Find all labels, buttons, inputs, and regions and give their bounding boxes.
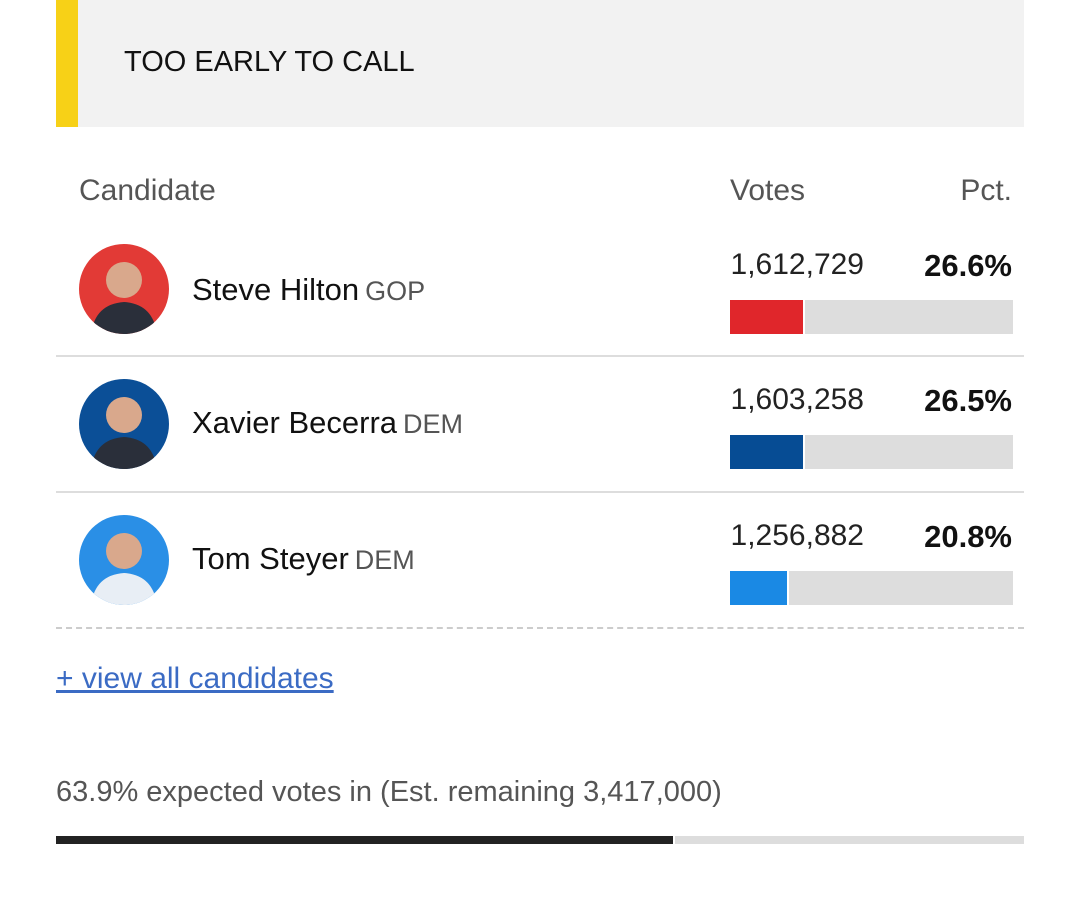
expected-votes: 63.9% expected votes in (Est. remaining … bbox=[56, 776, 722, 809]
column-header: Votes bbox=[730, 174, 806, 207]
expected-progress bbox=[56, 836, 1024, 844]
pct-bar-track bbox=[730, 571, 1013, 605]
votes: 1,612,729 bbox=[730, 248, 864, 281]
candidate-row: Xavier Becerra DEM 1,603,258 26.5% bbox=[56, 357, 1024, 493]
pct: 26.5% bbox=[924, 383, 1012, 418]
expected-pct: 63.9% bbox=[56, 776, 139, 808]
photo-silhouette bbox=[91, 262, 157, 334]
pct-bar-track bbox=[730, 435, 1013, 469]
photo-silhouette bbox=[91, 397, 157, 469]
candidate-name: Xavier Becerra DEM bbox=[192, 405, 463, 441]
votes: 1,603,258 bbox=[730, 383, 864, 416]
name: Steve Hilton bbox=[192, 272, 360, 307]
party: DEM bbox=[354, 545, 415, 575]
party: GOP bbox=[365, 276, 426, 306]
name: Tom Steyer bbox=[192, 541, 349, 576]
candidate-name: Tom Steyer DEM bbox=[192, 541, 415, 577]
pct: 20.8% bbox=[924, 519, 1012, 554]
pct-bar bbox=[730, 300, 806, 334]
pct: 26.6% bbox=[924, 248, 1012, 283]
candidate-photo bbox=[79, 244, 169, 334]
view-all-link[interactable]: + view all candidates bbox=[56, 662, 334, 695]
pct-bar bbox=[730, 435, 805, 469]
candidate-row: Steve Hilton GOP 1,612,729 26.6% bbox=[56, 222, 1024, 357]
candidate-name: Steve Hilton GOP bbox=[192, 272, 425, 308]
photo-silhouette bbox=[91, 533, 157, 605]
candidate-photo bbox=[79, 379, 169, 469]
party: DEM bbox=[403, 409, 464, 439]
expected-progress-fill bbox=[56, 836, 675, 844]
candidate-photo bbox=[79, 515, 169, 605]
name: Xavier Becerra bbox=[192, 405, 398, 440]
column-header: Candidate bbox=[79, 174, 216, 207]
status-accent bbox=[56, 0, 78, 127]
votes: 1,256,882 bbox=[730, 519, 864, 552]
candidate-row: Tom Steyer DEM 1,256,882 20.8% bbox=[56, 493, 1024, 629]
status-text: TOO EARLY TO CALL bbox=[124, 46, 415, 78]
status-header: TOO EARLY TO CALL bbox=[56, 0, 1024, 127]
pct-bar-track bbox=[730, 300, 1013, 334]
column-header: Pct. bbox=[960, 174, 1012, 207]
pct-bar bbox=[730, 571, 789, 605]
expected-text: expected votes in (Est. remaining 3,417,… bbox=[138, 776, 722, 808]
